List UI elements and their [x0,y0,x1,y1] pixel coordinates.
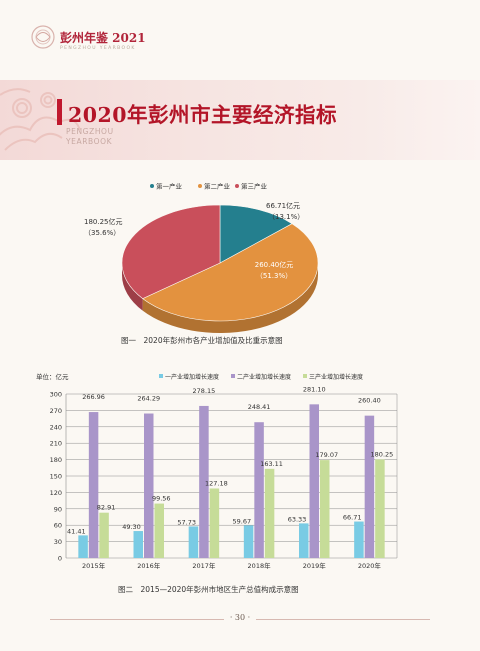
bar-legend-label: 二产业增加增长速度 [237,373,291,381]
bar [309,404,319,558]
bar-value-label: 260.40 [358,397,381,405]
bar [154,503,164,558]
bar-value-label: 59.67 [233,517,252,525]
bar-y-tick: 270 [50,407,62,415]
bar-value-label: 264.29 [137,395,160,403]
bar [320,460,330,558]
cloud-ornament-icon [0,88,81,151]
bar [243,525,254,558]
bar [199,405,209,558]
bar-value-label: 278.15 [193,387,216,395]
bar-y-tick: 60 [54,522,62,530]
bar-legend-label: 一产业增加增长速度 [165,373,219,381]
pie-legend-label: 第二产业 [204,182,231,191]
section-title: 2020年彭州市主要经济指标 [68,103,338,127]
bar-x-tick: 2015年 [82,561,106,570]
pie-legend-label: 第一产业 [156,182,183,191]
bar [254,422,264,558]
pie-chart: 第一产业 第二产业 第三产业 66.71亿元 （13.1%） 260.40亿元 （51.3%… [84,182,319,345]
bar-x-tick: 2020年 [358,561,382,570]
bar [144,413,154,558]
pie-value-label: 180.25亿元 [84,217,123,226]
pie-legend-marker [198,184,202,188]
bar-y-tick: 0 [58,555,62,563]
page-number: · 30 · [224,613,256,625]
bar [299,523,309,558]
bar-legend-label: 三产业增加增长速度 [309,373,363,381]
bar-value-label: 248.41 [248,403,271,411]
pie-legend-marker [235,184,239,188]
bar [88,412,99,558]
bar-value-label: 82.91 [97,504,116,512]
bar-value-label: 127.18 [205,479,228,487]
bar [188,526,199,558]
bar-y-tick: 210 [50,440,62,448]
title-accent-bar [57,99,62,125]
bar-value-label: 57.73 [177,518,196,526]
bar [209,488,220,558]
book-title: 彭州年鉴 2021 [60,31,146,45]
bar [133,531,143,558]
yearbook-logo-icon [31,25,55,49]
bar-value-label: 179.07 [315,451,338,459]
bar [354,521,364,558]
pie-chart-caption: 图一 2020年彭州市各产业增加值及比重示意图 [121,335,283,345]
pie-percent-label: （13.1%） [268,213,304,221]
bar-value-label: 163.11 [260,460,283,468]
book-subtitle: PENGZHOU YEARBOOK [60,46,136,51]
pie-legend-label: 第三产业 [241,182,268,191]
bar-value-label: 281.10 [303,385,326,393]
bar-value-label: 99.56 [152,495,171,503]
pie-value-label: 66.71亿元 [266,201,300,210]
section-banner [0,80,480,160]
section-title-en-line-2: YEARBOOK [66,137,113,146]
bar-chart: 单位：亿元 一产业增加增长速度 二产业增加增长速度 三产业增加增长速度 0 30 60 90 1… [36,372,398,594]
bar-value-label: 63.33 [288,515,307,523]
bar-y-tick: 90 [54,505,62,513]
pie-percent-label: （35.6%） [84,229,120,237]
bar-chart-caption: 图二 2015—2020年彭州市地区生产总值构成示意图 [118,584,299,594]
pie-slice-side [142,263,318,333]
bar-value-label: 180.25 [371,450,394,458]
bar-x-tick: 2017年 [192,561,216,570]
bar-value-label: 66.71 [343,514,362,522]
bar [78,535,88,558]
bar-unit-label: 单位：亿元 [36,372,69,381]
bar-legend-marker [159,374,163,378]
pie-slice [219,204,293,264]
pie-slice-side [122,263,143,311]
bar-x-tick: 2016年 [137,561,161,570]
bar-legend-marker [303,374,307,378]
bar-y-tick: 120 [50,489,62,497]
bar-x-tick: 2019年 [303,561,327,570]
bar [264,468,275,558]
bar-y-tick: 240 [50,423,62,431]
bar-value-label: 266.96 [82,393,105,401]
section-title-en-line-1: PENGZHOU [66,127,114,136]
bar-y-tick: 30 [54,538,62,546]
bar [364,415,375,558]
bar-value-label: 49.30 [122,523,141,531]
bar-legend-marker [231,374,235,378]
bar-y-tick: 150 [50,473,62,481]
pie-slice [142,223,319,322]
bar-y-tick: 180 [50,456,62,464]
section-title-en: PENGZHOU YEARBOOK [66,127,114,147]
pie-legend-marker [150,184,154,188]
bar-value-label: 41.41 [67,527,86,535]
bar [99,512,109,558]
pie-percent-label: （51.3%） [256,272,292,280]
bar [375,459,385,558]
bar-x-tick: 2018年 [248,561,272,570]
pie-value-label: 260.40亿元 [255,260,294,269]
bar-y-tick: 300 [50,391,62,399]
pie-slice [121,204,221,299]
